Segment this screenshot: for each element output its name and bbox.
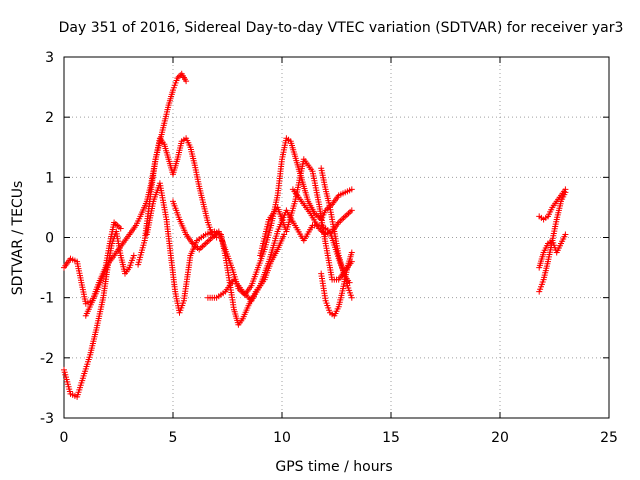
y-tick-label: -3	[40, 411, 54, 427]
series-point-markers	[135, 135, 220, 268]
x-axis-label: GPS time / hours	[275, 459, 392, 475]
series-point-markers	[536, 231, 569, 271]
x-tick-label: 5	[169, 430, 178, 446]
x-tick-label: 25	[600, 430, 618, 446]
series-point-markers	[536, 189, 569, 295]
y-tick-label: 0	[45, 231, 54, 247]
series-track-9	[289, 186, 355, 238]
y-axis-label: SDTVAR / TECUs	[10, 181, 26, 296]
series-point-markers	[170, 135, 355, 298]
series-point-markers	[61, 219, 124, 307]
series-layer	[61, 70, 569, 400]
series-track-11	[318, 165, 355, 301]
series-track-1	[61, 219, 124, 307]
x-tick-labels: 0 5 10 15 20 25	[60, 430, 618, 446]
x-tick-label: 0	[60, 430, 69, 446]
y-tick-label: 2	[45, 110, 54, 126]
y-tick-label: 1	[45, 170, 54, 186]
series-line	[172, 137, 353, 296]
y-tick-label: -2	[40, 351, 54, 367]
series-track-12	[536, 186, 569, 223]
y-tick-labels: -3 -2 -1 0 1 2 3	[40, 50, 54, 427]
series-point-markers	[536, 186, 569, 223]
series-track-8	[257, 156, 355, 283]
series-point-markers	[61, 228, 137, 400]
y-tick-label: 3	[45, 50, 54, 66]
series-track-4	[135, 135, 220, 268]
series-track-14	[536, 231, 569, 271]
series-point-markers	[257, 156, 355, 283]
x-tick-label: 20	[491, 430, 509, 446]
x-tick-label: 10	[273, 430, 291, 446]
series-track-2	[61, 228, 137, 400]
y-tick-label: -1	[40, 291, 54, 307]
series-track-6	[170, 135, 355, 298]
x-tick-label: 15	[382, 430, 400, 446]
series-point-markers	[318, 165, 355, 301]
chart-title: Day 351 of 2016, Sidereal Day-to-day VTE…	[59, 20, 624, 36]
tick-marks	[63, 56, 610, 419]
grid	[64, 57, 609, 418]
